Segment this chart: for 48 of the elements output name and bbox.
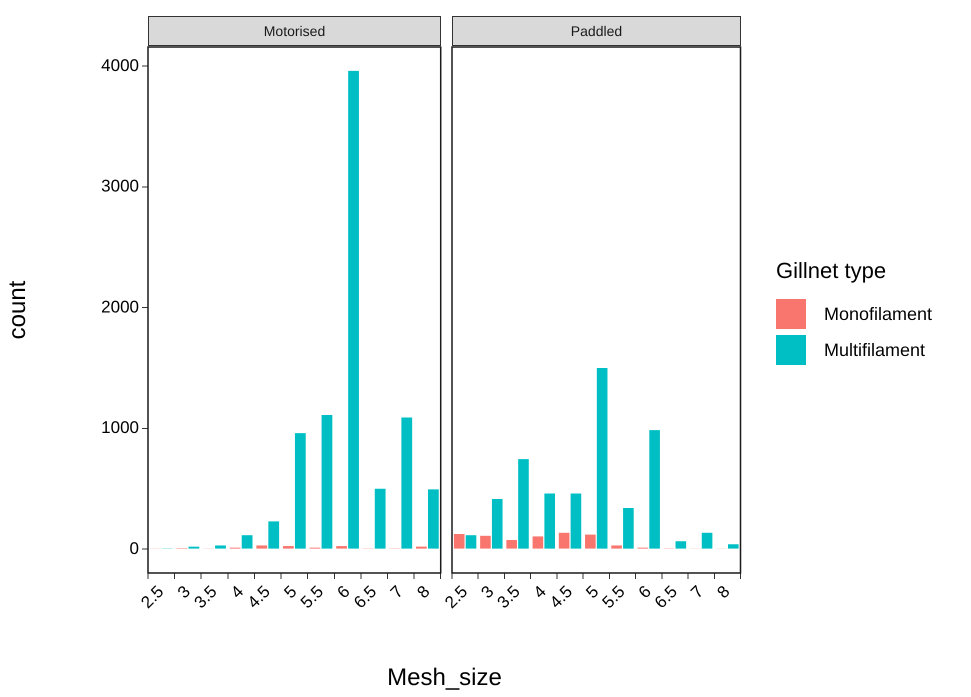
x-tick-label: 2.5 bbox=[137, 582, 168, 612]
y-tick-label: 0 bbox=[130, 538, 139, 558]
y-tick-label: 3000 bbox=[101, 176, 139, 196]
legend-label: Multifilament bbox=[824, 340, 926, 360]
y-axis-title: count bbox=[4, 280, 32, 340]
bar bbox=[506, 540, 517, 549]
y-tick-label: 1000 bbox=[101, 418, 139, 438]
bar bbox=[558, 532, 570, 549]
bar bbox=[466, 535, 476, 549]
bar bbox=[242, 535, 253, 549]
chart-title: Motorised bbox=[148, 16, 441, 46]
bar bbox=[256, 545, 268, 549]
bar bbox=[282, 546, 294, 549]
bar bbox=[585, 534, 596, 549]
bar bbox=[649, 430, 660, 549]
x-tick-label: 2.5 bbox=[441, 582, 472, 612]
bar bbox=[544, 494, 556, 549]
x-axis-title: Mesh_size bbox=[386, 664, 503, 692]
bar bbox=[336, 546, 347, 549]
bar bbox=[401, 417, 412, 549]
legend-title: Gillnet type bbox=[776, 258, 888, 284]
chart-title: Paddled bbox=[452, 16, 741, 46]
x-tick-label: 8 bbox=[713, 582, 734, 602]
bar bbox=[428, 489, 439, 549]
bar bbox=[611, 545, 622, 549]
bar bbox=[374, 488, 386, 549]
x-tick-label: 7 bbox=[687, 582, 708, 602]
bar bbox=[570, 494, 582, 549]
bar bbox=[322, 415, 332, 549]
bar bbox=[294, 433, 306, 549]
bar bbox=[480, 536, 491, 549]
bar bbox=[492, 498, 503, 549]
bar bbox=[623, 508, 634, 549]
bar bbox=[348, 70, 359, 549]
bar bbox=[596, 368, 608, 549]
bar bbox=[702, 532, 712, 549]
y-tick-label: 2000 bbox=[101, 297, 139, 316]
bar bbox=[728, 544, 739, 549]
bar bbox=[676, 541, 686, 549]
bar bbox=[268, 521, 280, 549]
bar bbox=[454, 534, 465, 549]
bar bbox=[532, 536, 544, 549]
x-tick-label: 7 bbox=[386, 582, 407, 602]
y-tick-label: 4000 bbox=[101, 56, 139, 75]
x-tick-label: 8 bbox=[413, 582, 434, 602]
legend-label: Monofilament bbox=[824, 304, 932, 324]
bar bbox=[518, 459, 529, 549]
bar bbox=[215, 545, 226, 549]
